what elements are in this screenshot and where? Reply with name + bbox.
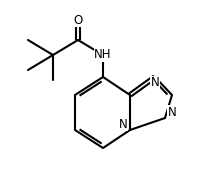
Text: NH: NH [94, 48, 112, 61]
Text: N: N [168, 106, 176, 119]
Text: N: N [151, 76, 159, 89]
Text: N: N [119, 118, 127, 131]
Text: O: O [73, 14, 83, 27]
